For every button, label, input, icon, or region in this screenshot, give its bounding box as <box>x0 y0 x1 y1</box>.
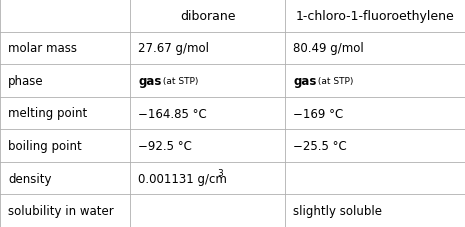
Text: −169 °C: −169 °C <box>293 107 343 120</box>
Text: 0.001131 g/cm: 0.001131 g/cm <box>138 172 227 185</box>
Text: density: density <box>8 172 52 185</box>
Text: diborane: diborane <box>180 10 235 23</box>
Text: 1-chloro-1-fluoroethylene: 1-chloro-1-fluoroethylene <box>296 10 454 23</box>
Text: −164.85 °C: −164.85 °C <box>138 107 207 120</box>
Text: slightly soluble: slightly soluble <box>293 204 382 217</box>
Text: gas: gas <box>293 75 316 88</box>
Text: solubility in water: solubility in water <box>8 204 114 217</box>
Text: (at STP): (at STP) <box>160 76 199 86</box>
Text: 3: 3 <box>217 168 223 177</box>
Text: (at STP): (at STP) <box>315 76 353 86</box>
Text: 80.49 g/mol: 80.49 g/mol <box>293 42 364 55</box>
Text: −25.5 °C: −25.5 °C <box>293 139 347 152</box>
Text: gas: gas <box>138 75 161 88</box>
Text: molar mass: molar mass <box>8 42 77 55</box>
Text: melting point: melting point <box>8 107 87 120</box>
Text: phase: phase <box>8 75 44 88</box>
Text: −92.5 °C: −92.5 °C <box>138 139 192 152</box>
Text: 27.67 g/mol: 27.67 g/mol <box>138 42 209 55</box>
Text: boiling point: boiling point <box>8 139 82 152</box>
